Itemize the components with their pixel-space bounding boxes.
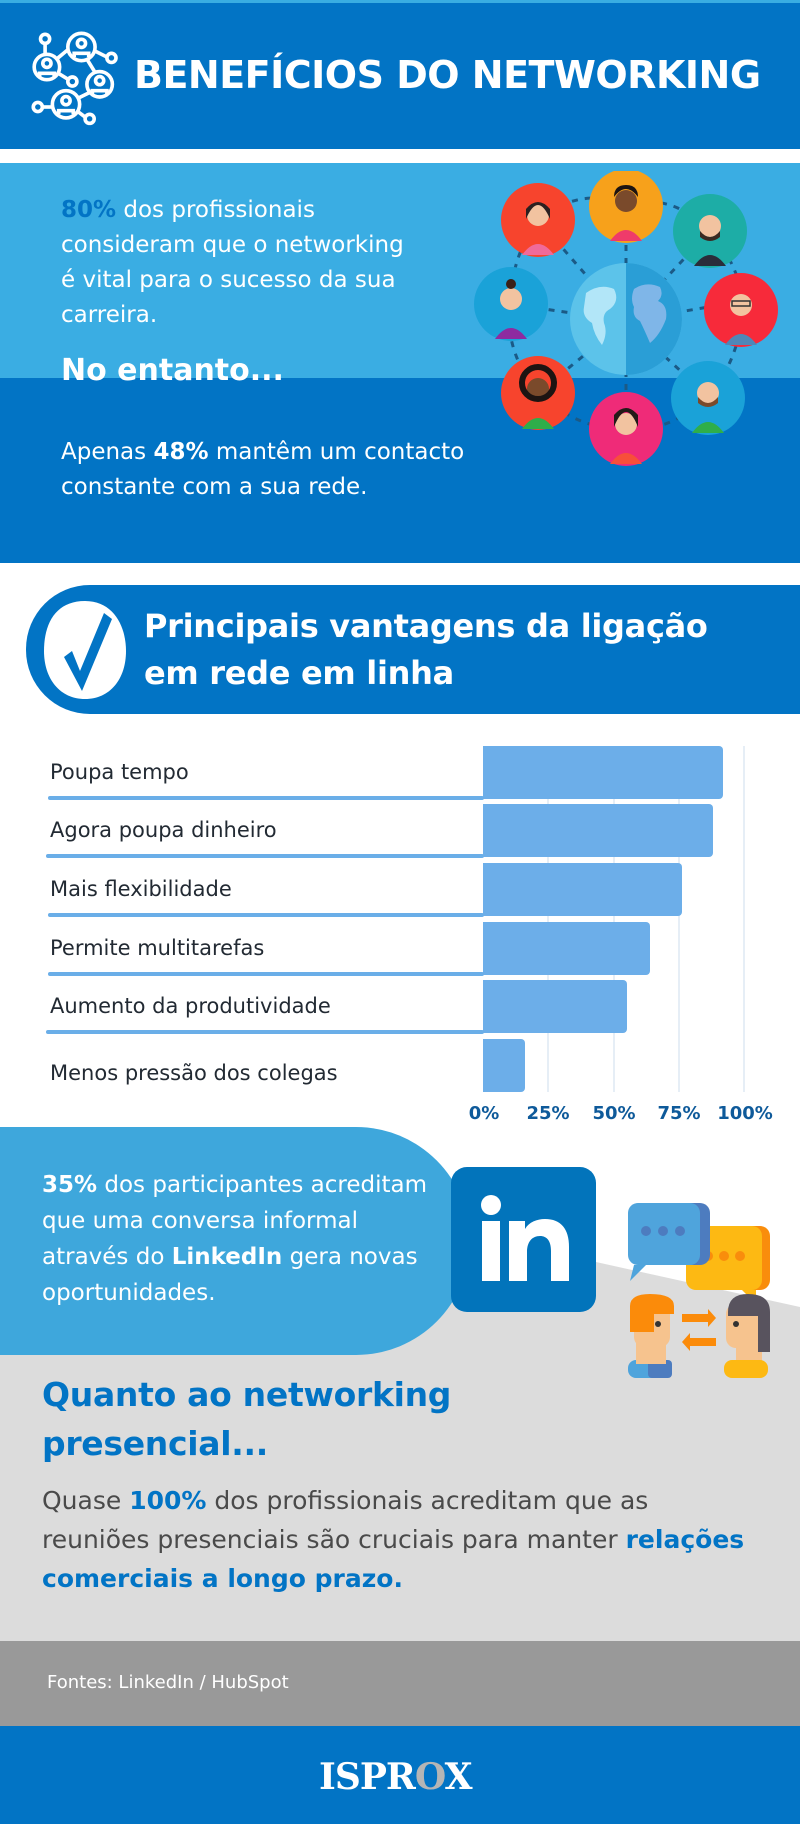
isprox-logo: ISPROX: [319, 1756, 472, 1798]
bar-row: Aumento da produtividade: [0, 980, 800, 1034]
linkedin-text-after: gera novas oportunidades.: [42, 1244, 418, 1306]
top-accent-line: [0, 0, 800, 3]
bar-row: Menos pressão dos colegas: [0, 1039, 800, 1092]
sources-bar: Fontes: LinkedIn / HubSpot: [0, 1641, 800, 1726]
bar: [483, 804, 713, 857]
bar-label: Poupa tempo: [50, 760, 189, 784]
advantages-banner: Principais vantagens da ligação em rede …: [26, 585, 800, 714]
bar-label: Menos pressão dos colegas: [50, 1061, 338, 1085]
inperson-heading: Quanto ao networking presencial...: [42, 1375, 452, 1463]
page-title: BENEFÍCIOS DO NETWORKING: [134, 53, 761, 97]
linkedin-highlight: 35%: [42, 1172, 98, 1198]
bar-row: Permite multitarefas: [0, 922, 800, 976]
linkedin-stat-panel: 35% dos participantes acreditam que uma …: [0, 1127, 470, 1355]
x-tick-label: 75%: [657, 1103, 701, 1124]
bar-row: Mais flexibilidade: [0, 863, 800, 917]
linkedin-stat-text: 35% dos participantes acreditam que uma …: [42, 1167, 442, 1311]
gridline-100: [743, 746, 745, 1092]
checkmark-icon: [44, 601, 126, 699]
row-divider: [48, 913, 484, 917]
bar-label: Mais flexibilidade: [50, 877, 232, 901]
inperson-middle: dos profissionais acreditam que as reuni…: [42, 1486, 649, 1554]
logo-part2: X: [444, 1756, 473, 1798]
bar: [483, 1039, 525, 1092]
stats-section: 80% dos profissionais consideram que o n…: [0, 163, 800, 563]
row-divider: [46, 1030, 484, 1034]
gridline-75: [678, 746, 680, 1092]
x-tick-label: 25%: [526, 1103, 570, 1124]
x-tick-label: 0%: [468, 1103, 500, 1124]
linkedin-n-glyph: [509, 1219, 569, 1281]
gridline-50: [613, 746, 615, 1092]
bar: [483, 922, 650, 975]
row-divider: [46, 854, 484, 858]
stat1-highlight: 80%: [61, 197, 117, 223]
linkedin-brand: LinkedIn: [171, 1244, 283, 1270]
logo-check-o-icon: O: [414, 1756, 446, 1798]
chat-bubbles-conversation-illustration: [628, 1203, 770, 1378]
header: BENEFÍCIOS DO NETWORKING: [0, 3, 800, 149]
network-people-icon: [31, 31, 118, 126]
logo-part1: ISPR: [319, 1756, 416, 1798]
inperson-highlight: 100%: [129, 1486, 207, 1515]
row-divider: [48, 796, 484, 800]
stat2-prefix: Apenas: [61, 439, 154, 465]
advantages-bar-chart: Poupa tempo Agora poupa dinheiro Mais fl…: [0, 730, 800, 1130]
x-tick-label: 50%: [592, 1103, 636, 1124]
stat-48-percent: Apenas 48% mantêm um contacto constante …: [61, 435, 531, 505]
inperson-prefix: Quase: [42, 1486, 130, 1515]
linkedin-text-before: dos participantes acreditam que uma conv…: [42, 1172, 428, 1270]
linkedin-i-dot: [481, 1195, 501, 1215]
bar-label: Permite multitarefas: [50, 936, 265, 960]
stat2-highlight: 48%: [153, 439, 209, 465]
gridline-25: [547, 746, 549, 1092]
bar: [483, 746, 723, 799]
row-divider: [48, 972, 484, 976]
sources-text: Fontes: LinkedIn / HubSpot: [47, 1672, 289, 1693]
bar: [483, 863, 682, 916]
bar-row: Poupa tempo: [0, 746, 800, 800]
avatar-faces: [495, 185, 757, 464]
bar-label: Agora poupa dinheiro: [50, 818, 277, 842]
stat-80-percent: 80% dos profissionais consideram que o n…: [61, 193, 421, 333]
however-heading: No entanto...: [61, 353, 284, 388]
x-tick-label: 100%: [717, 1103, 773, 1124]
bar-label: Aumento da produtividade: [50, 994, 331, 1018]
inperson-emphasis: relações comerciais a longo prazo.: [42, 1525, 745, 1593]
linkedin-logo-icon: [451, 1167, 596, 1312]
people-around-globe-illustration: [474, 171, 778, 466]
stat2-text: mantêm um contacto constante com a sua r…: [61, 439, 465, 500]
stat1-text: dos profissionais consideram que o netwo…: [61, 197, 404, 328]
footer: ISPROX: [0, 1726, 800, 1824]
banner-title: Principais vantagens da ligação em rede …: [144, 607, 708, 692]
bar: [483, 980, 627, 1033]
linkedin-i-stem: [482, 1221, 500, 1281]
inperson-text: Quase 100% dos profissionais acreditam q…: [42, 1481, 762, 1598]
bar-row: Agora poupa dinheiro: [0, 804, 800, 858]
